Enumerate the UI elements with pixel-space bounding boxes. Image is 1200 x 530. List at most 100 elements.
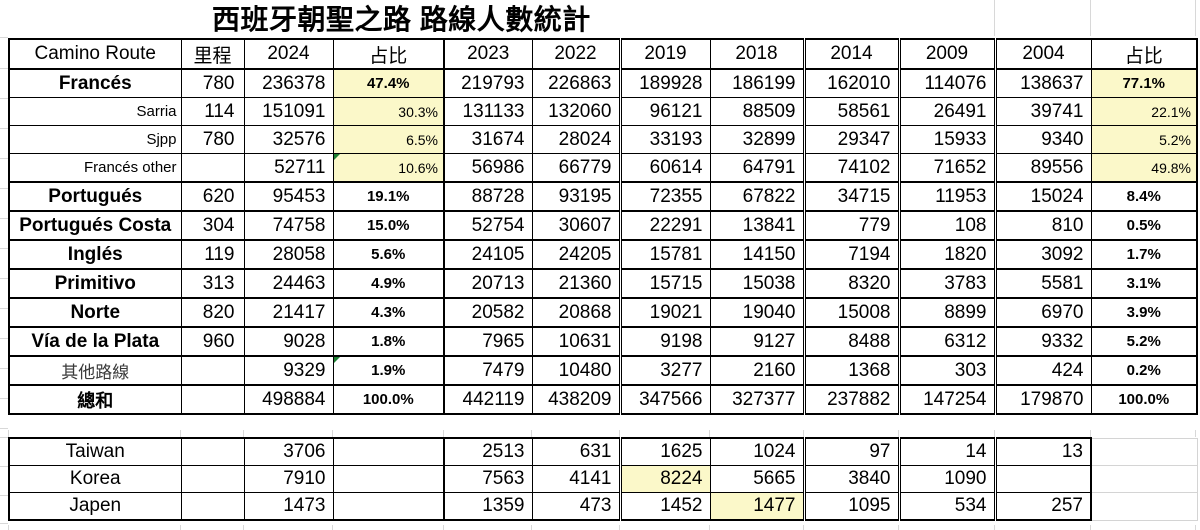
value-cell[interactable]: 4141: [531, 465, 621, 493]
value-cell[interactable]: 74758: [243, 210, 334, 241]
empty-cell[interactable]: [180, 437, 245, 466]
value-cell[interactable]: 147254: [897, 384, 996, 415]
route-label-cell[interactable]: Sarria: [8, 97, 182, 126]
distance-cell[interactable]: 119: [180, 239, 245, 270]
value-cell[interactable]: 89556: [993, 153, 1092, 183]
distance-cell[interactable]: [180, 355, 245, 386]
value-cell[interactable]: 7910: [243, 465, 334, 493]
value-cell[interactable]: 24463: [243, 268, 334, 299]
value-cell[interactable]: 19021: [618, 297, 711, 328]
percent-cell[interactable]: 5.2%: [1090, 125, 1198, 154]
percent-cell[interactable]: 0.5%: [1090, 210, 1198, 241]
country-label-cell[interactable]: Korea: [8, 465, 182, 493]
value-cell[interactable]: 7965: [443, 326, 533, 357]
value-cell[interactable]: 1368: [802, 355, 900, 386]
percent-cell[interactable]: 19.1%: [332, 181, 445, 212]
value-cell[interactable]: 3783: [897, 268, 996, 299]
value-cell[interactable]: 33193: [618, 125, 711, 154]
value-cell[interactable]: 10631: [531, 326, 621, 357]
value-cell[interactable]: 13841: [709, 210, 805, 241]
value-cell[interactable]: 2513: [443, 437, 533, 466]
value-cell[interactable]: 9198: [618, 326, 711, 357]
value-cell[interactable]: 24205: [531, 239, 621, 270]
percent-cell[interactable]: 8.4%: [1090, 181, 1198, 212]
value-cell[interactable]: 179870: [993, 384, 1092, 415]
route-label-cell[interactable]: Norte: [8, 297, 182, 328]
value-cell[interactable]: 1473: [243, 492, 334, 521]
value-cell[interactable]: 21360: [531, 268, 621, 299]
value-cell[interactable]: 32899: [709, 125, 805, 154]
value-cell[interactable]: 2160: [709, 355, 805, 386]
route-label-cell[interactable]: Sjpp: [8, 125, 182, 154]
empty-cell[interactable]: [180, 465, 245, 493]
percent-cell[interactable]: 100.0%: [332, 384, 445, 415]
value-cell[interactable]: 88728: [443, 181, 533, 212]
empty-cell[interactable]: [1090, 437, 1198, 466]
value-cell[interactable]: 3277: [618, 355, 711, 386]
value-cell[interactable]: 1024: [709, 437, 805, 466]
empty-cell[interactable]: [1090, 465, 1198, 493]
value-cell[interactable]: 303: [897, 355, 996, 386]
value-cell[interactable]: 473: [531, 492, 621, 521]
column-header[interactable]: 2004: [993, 38, 1092, 70]
column-header[interactable]: 2022: [531, 38, 621, 70]
value-cell[interactable]: 15715: [618, 268, 711, 299]
route-label-cell[interactable]: Primitivo: [8, 268, 182, 299]
value-cell[interactable]: 9127: [709, 326, 805, 357]
value-cell[interactable]: 95453: [243, 181, 334, 212]
value-cell[interactable]: 327377: [709, 384, 805, 415]
value-cell[interactable]: 56986: [443, 153, 533, 183]
value-cell[interactable]: 7194: [802, 239, 900, 270]
column-header[interactable]: 2009: [897, 38, 996, 70]
empty-cell[interactable]: [1090, 492, 1198, 521]
percent-cell[interactable]: 1.9%: [332, 355, 445, 386]
percent-cell[interactable]: 0.2%: [1090, 355, 1198, 386]
column-header[interactable]: 2023: [443, 38, 533, 70]
distance-cell[interactable]: [180, 153, 245, 183]
value-cell[interactable]: 22291: [618, 210, 711, 241]
value-cell[interactable]: 15024: [993, 181, 1092, 212]
distance-cell[interactable]: 114: [180, 97, 245, 126]
value-cell[interactable]: 442119: [443, 384, 533, 415]
percent-cell[interactable]: 4.9%: [332, 268, 445, 299]
value-cell[interactable]: 26491: [897, 97, 996, 126]
empty-cell[interactable]: [332, 465, 445, 493]
percent-cell[interactable]: 77.1%: [1090, 68, 1198, 98]
value-cell[interactable]: 186199: [709, 68, 805, 98]
value-cell[interactable]: 15038: [709, 268, 805, 299]
value-cell[interactable]: 20868: [531, 297, 621, 328]
value-cell[interactable]: 15008: [802, 297, 900, 328]
percent-cell[interactable]: 15.0%: [332, 210, 445, 241]
value-cell[interactable]: 132060: [531, 97, 621, 126]
value-cell[interactable]: 71652: [897, 153, 996, 183]
route-label-cell[interactable]: 總和: [8, 384, 182, 415]
value-cell[interactable]: 29347: [802, 125, 900, 154]
distance-cell[interactable]: 820: [180, 297, 245, 328]
route-label-cell[interactable]: Vía de la Plata: [8, 326, 182, 357]
distance-cell[interactable]: 960: [180, 326, 245, 357]
value-cell[interactable]: 810: [993, 210, 1092, 241]
column-header[interactable]: Camino Route: [8, 38, 182, 70]
value-cell[interactable]: 131133: [443, 97, 533, 126]
value-cell[interactable]: 1095: [802, 492, 900, 521]
column-header[interactable]: 2019: [618, 38, 711, 70]
column-header[interactable]: 占比: [332, 38, 445, 70]
value-cell[interactable]: 52711: [243, 153, 334, 183]
value-cell[interactable]: 14150: [709, 239, 805, 270]
distance-cell[interactable]: 620: [180, 181, 245, 212]
value-cell[interactable]: 97: [802, 437, 900, 466]
percent-cell[interactable]: 1.8%: [332, 326, 445, 357]
value-cell[interactable]: 28058: [243, 239, 334, 270]
value-cell[interactable]: 5665: [709, 465, 805, 493]
value-cell[interactable]: 72355: [618, 181, 711, 212]
value-cell[interactable]: 534: [897, 492, 996, 521]
value-cell[interactable]: 8320: [802, 268, 900, 299]
value-cell[interactable]: 14: [897, 437, 996, 466]
value-cell[interactable]: 219793: [443, 68, 533, 98]
value-cell[interactable]: 9329: [243, 355, 334, 386]
value-cell[interactable]: 1477: [709, 492, 805, 521]
value-cell[interactable]: 1359: [443, 492, 533, 521]
percent-cell[interactable]: 30.3%: [332, 97, 445, 126]
percent-cell[interactable]: 10.6%: [332, 153, 445, 183]
column-header[interactable]: 2024: [243, 38, 334, 70]
